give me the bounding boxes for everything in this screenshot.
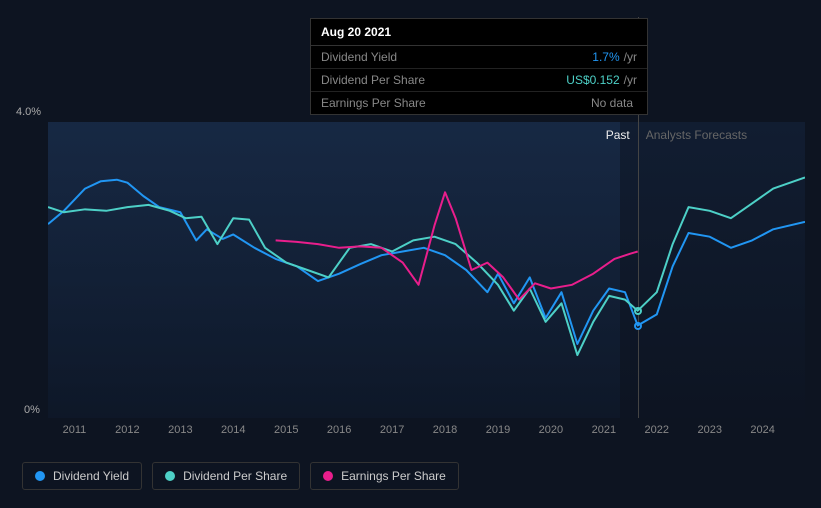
dividend-chart: 4.0% 0% Past Analysts Forecasts 20112012… xyxy=(16,100,805,458)
x-tick: 2013 xyxy=(168,424,192,436)
chart-tooltip: Aug 20 2021 Dividend Yield1.7%/yrDividen… xyxy=(310,18,648,115)
x-tick: 2023 xyxy=(697,424,721,436)
tooltip-row-label: Dividend Per Share xyxy=(321,73,566,87)
legend: Dividend Yield Dividend Per Share Earnin… xyxy=(22,462,459,490)
tooltip-row: Dividend Yield1.7%/yr xyxy=(311,46,647,69)
x-tick: 2018 xyxy=(433,424,457,436)
legend-swatch xyxy=(323,471,333,481)
x-tick: 2015 xyxy=(274,424,298,436)
y-axis-max: 4.0% xyxy=(16,106,41,118)
tooltip-date: Aug 20 2021 xyxy=(311,19,647,46)
x-tick: 2021 xyxy=(592,424,616,436)
x-tick: 2024 xyxy=(750,424,774,436)
legend-swatch xyxy=(35,471,45,481)
legend-label: Earnings Per Share xyxy=(341,469,446,483)
x-tick: 2014 xyxy=(221,424,245,436)
tooltip-row: Earnings Per ShareNo data xyxy=(311,92,647,114)
tooltip-row-label: Earnings Per Share xyxy=(321,96,591,110)
legend-swatch xyxy=(165,471,175,481)
legend-dividend-per-share[interactable]: Dividend Per Share xyxy=(152,462,300,490)
tooltip-row-value: 1.7%/yr xyxy=(592,50,637,64)
x-tick: 2012 xyxy=(115,424,139,436)
x-tick: 2019 xyxy=(486,424,510,436)
y-axis-min: 0% xyxy=(24,404,40,416)
x-tick: 2011 xyxy=(63,424,87,436)
tooltip-row-label: Dividend Yield xyxy=(321,50,592,64)
tooltip-row: Dividend Per ShareUS$0.152/yr xyxy=(311,69,647,92)
tooltip-row-value: US$0.152/yr xyxy=(566,73,637,87)
chart-lines xyxy=(48,122,805,418)
x-tick: 2020 xyxy=(539,424,563,436)
legend-label: Dividend Per Share xyxy=(183,469,287,483)
legend-earnings-per-share[interactable]: Earnings Per Share xyxy=(310,462,459,490)
series-line xyxy=(48,180,805,344)
x-tick: 2022 xyxy=(645,424,669,436)
x-tick: 2017 xyxy=(380,424,404,436)
legend-label: Dividend Yield xyxy=(53,469,129,483)
x-axis: 2011 2012 2013 2014 2015 2016 2017 2018 2019 2020… xyxy=(48,424,805,440)
x-tick: 2016 xyxy=(327,424,351,436)
legend-dividend-yield[interactable]: Dividend Yield xyxy=(22,462,142,490)
tooltip-row-value: No data xyxy=(591,96,637,110)
series-line xyxy=(48,178,805,356)
